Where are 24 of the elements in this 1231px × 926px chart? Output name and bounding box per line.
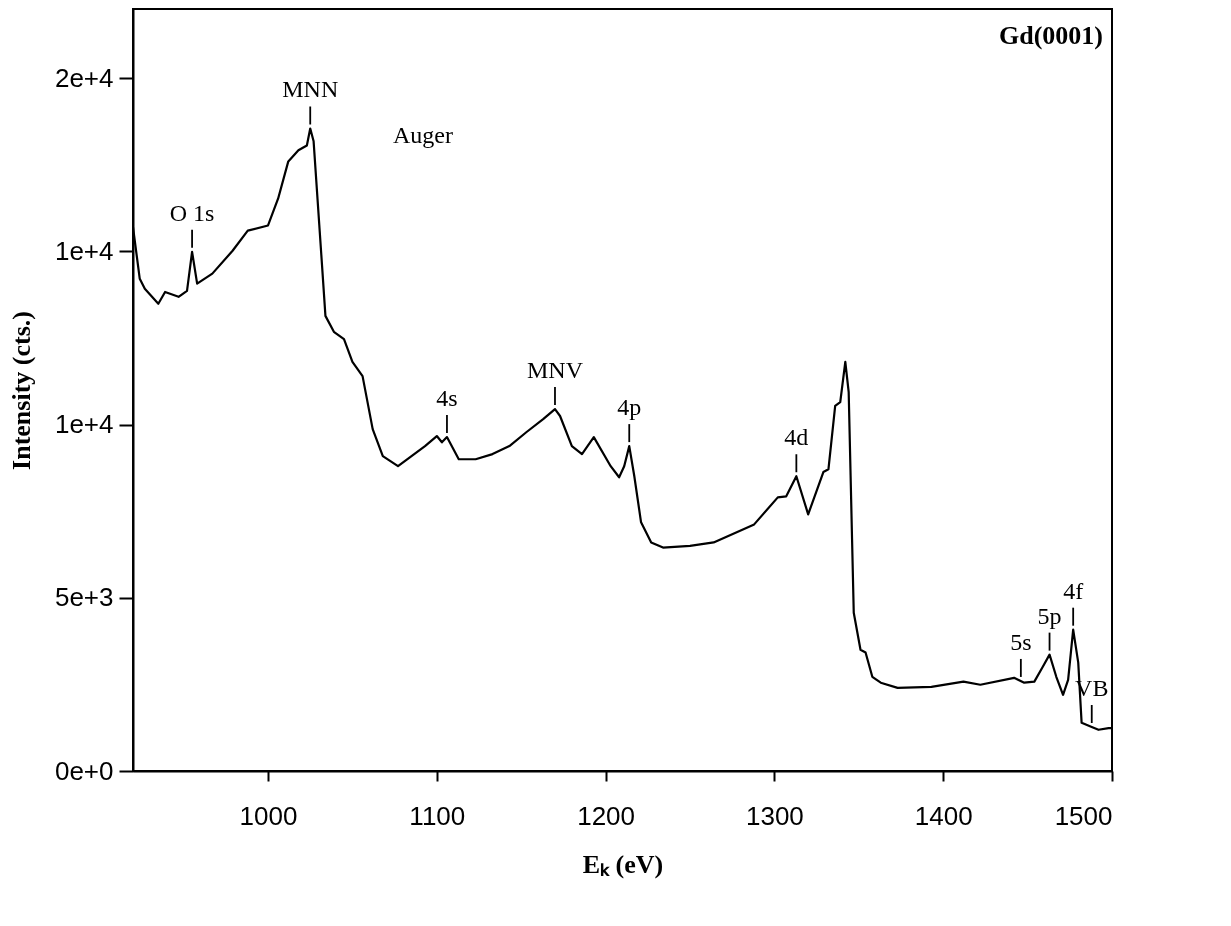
y-tick-label: 2e+4 [54, 62, 114, 93]
x-tick-label: 1000 [239, 800, 298, 831]
y-tick-label: 1e+4 [54, 409, 114, 440]
x-tick-label: 1300 [745, 800, 804, 831]
annotation: O 1s [169, 199, 215, 226]
y-axis-title: Intensity (cts.) [6, 311, 36, 470]
annotation: 4p [617, 394, 642, 421]
x-tick-label: 1500 [1054, 800, 1113, 831]
annotation: 4s [436, 385, 458, 412]
x-axis-title: Eₖ (eV) [582, 849, 664, 879]
annotation: MNN [282, 76, 339, 103]
annotation: 5p [1037, 602, 1062, 629]
y-tick-label: 5e+3 [54, 582, 114, 613]
x-tick-label: 1200 [577, 800, 636, 831]
annotation: 5s [1010, 628, 1032, 655]
annotation: 4d [784, 424, 809, 451]
annotation: 4f [1063, 577, 1084, 604]
x-tick-label: 1100 [409, 800, 466, 831]
x-tick-label: 1400 [914, 800, 973, 831]
annotation: MNV [526, 357, 584, 384]
text: Gd(0001) [999, 21, 1103, 50]
annotation: Auger [393, 122, 453, 148]
y-tick-label: 1e+4 [54, 235, 114, 266]
y-tick-label: 0e+0 [54, 755, 114, 786]
